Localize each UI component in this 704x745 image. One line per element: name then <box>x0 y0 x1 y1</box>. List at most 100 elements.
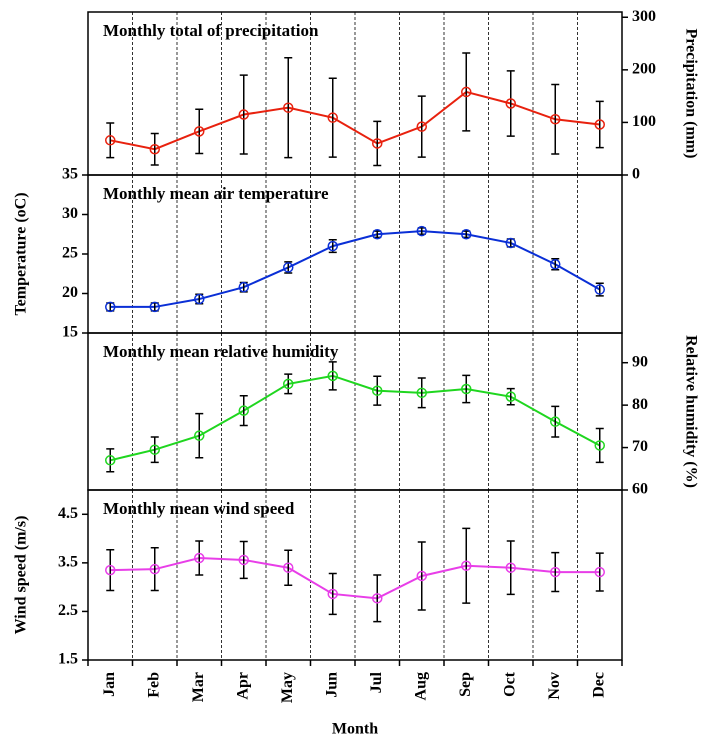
data-point <box>238 281 249 293</box>
y-axis-label: Temperature (oC) <box>13 192 30 315</box>
error-bar <box>328 77 337 158</box>
y-tick-label: 80 <box>632 396 648 413</box>
error-bar <box>417 377 426 409</box>
data-point <box>550 416 561 427</box>
error-bar <box>239 74 248 155</box>
data-point <box>105 564 116 576</box>
data-point <box>283 562 294 573</box>
data-point <box>594 119 605 130</box>
error-bar <box>328 361 337 391</box>
data-point <box>149 444 160 455</box>
panel-title: Monthly mean air temperature <box>103 184 329 203</box>
error-bar <box>506 70 515 137</box>
y-tick-label: 3.5 <box>58 554 78 571</box>
panel-title: Monthly mean wind speed <box>103 499 295 518</box>
y-tick-label: 2.5 <box>58 602 78 619</box>
y-tick-label: 60 <box>632 481 648 498</box>
error-bar <box>150 132 159 166</box>
y-tick-label: 20 <box>62 284 78 301</box>
data-point <box>194 552 205 564</box>
error-bar <box>106 548 115 592</box>
error-bar <box>150 547 159 592</box>
data-point <box>327 112 338 123</box>
y-tick-label: 100 <box>632 113 656 130</box>
series-line <box>110 90 600 151</box>
error-bar <box>195 108 204 155</box>
data-point <box>416 225 427 237</box>
error-bar <box>551 551 560 593</box>
x-tick-label: Nov <box>546 672 563 700</box>
y-tick-label: 70 <box>632 438 648 455</box>
x-tick-label: Oct <box>501 671 518 697</box>
series-line <box>110 556 600 600</box>
data-point <box>238 554 249 566</box>
error-bar <box>506 387 515 406</box>
error-bar <box>106 122 115 159</box>
error-bar <box>417 541 426 611</box>
data-point <box>372 593 383 604</box>
data-point <box>327 588 338 600</box>
data-point <box>461 229 472 240</box>
y-tick-label: 1.5 <box>58 651 78 668</box>
data-point <box>149 143 160 155</box>
series-line <box>110 230 601 308</box>
y-axis-label: Wind speed (m/s) <box>13 516 30 635</box>
x-tick-label: Mar <box>190 672 207 702</box>
data-point <box>327 240 338 252</box>
data-point <box>194 430 205 441</box>
error-bar <box>373 120 382 167</box>
x-tick-label: Jun <box>323 672 340 698</box>
data-point <box>372 229 383 240</box>
data-point <box>505 237 516 249</box>
data-point <box>416 570 427 582</box>
error-bar <box>284 56 293 159</box>
error-bar <box>328 572 337 616</box>
data-point <box>550 566 561 578</box>
error-bar <box>506 540 515 596</box>
y-tick-label: 30 <box>62 205 78 222</box>
data-point <box>416 387 427 399</box>
error-bar <box>239 395 248 427</box>
data-point <box>372 385 383 396</box>
data-point <box>149 563 160 575</box>
y-tick-label: 15 <box>62 324 78 341</box>
data-point <box>594 440 605 451</box>
y-tick-label: 90 <box>632 353 648 370</box>
error-bar <box>373 375 382 406</box>
data-point <box>550 114 561 125</box>
data-point <box>105 135 116 146</box>
y-axis-label: Relative humidity (%) <box>682 335 699 488</box>
data-point <box>149 301 160 313</box>
error-bar <box>462 374 471 404</box>
y-tick-label: 35 <box>62 166 78 183</box>
error-bar <box>462 527 471 604</box>
data-point <box>550 259 561 270</box>
y-tick-label: 300 <box>632 8 656 25</box>
data-point <box>461 560 472 572</box>
x-tick-label: Sep <box>457 672 474 697</box>
series-line <box>110 374 601 462</box>
error-bar <box>150 436 159 464</box>
error-bar <box>284 549 293 586</box>
data-point <box>105 455 116 466</box>
data-point <box>194 126 205 137</box>
error-bar <box>595 100 604 149</box>
y-tick-label: 25 <box>62 245 78 262</box>
y-axis-label: Precipitation (mm) <box>682 29 699 159</box>
x-tick-label: Apr <box>234 672 251 700</box>
data-point <box>505 391 516 402</box>
data-point <box>461 86 472 98</box>
data-point <box>283 102 294 113</box>
data-point <box>372 138 383 149</box>
data-point <box>238 405 249 416</box>
error-bar <box>417 95 426 158</box>
data-point <box>194 293 205 305</box>
y-tick-label: 200 <box>632 61 656 78</box>
x-tick-label: Feb <box>145 672 162 698</box>
error-bar <box>373 574 382 623</box>
data-point <box>238 109 249 120</box>
error-bar <box>284 373 293 395</box>
data-point <box>416 121 427 132</box>
error-bar <box>106 448 115 473</box>
